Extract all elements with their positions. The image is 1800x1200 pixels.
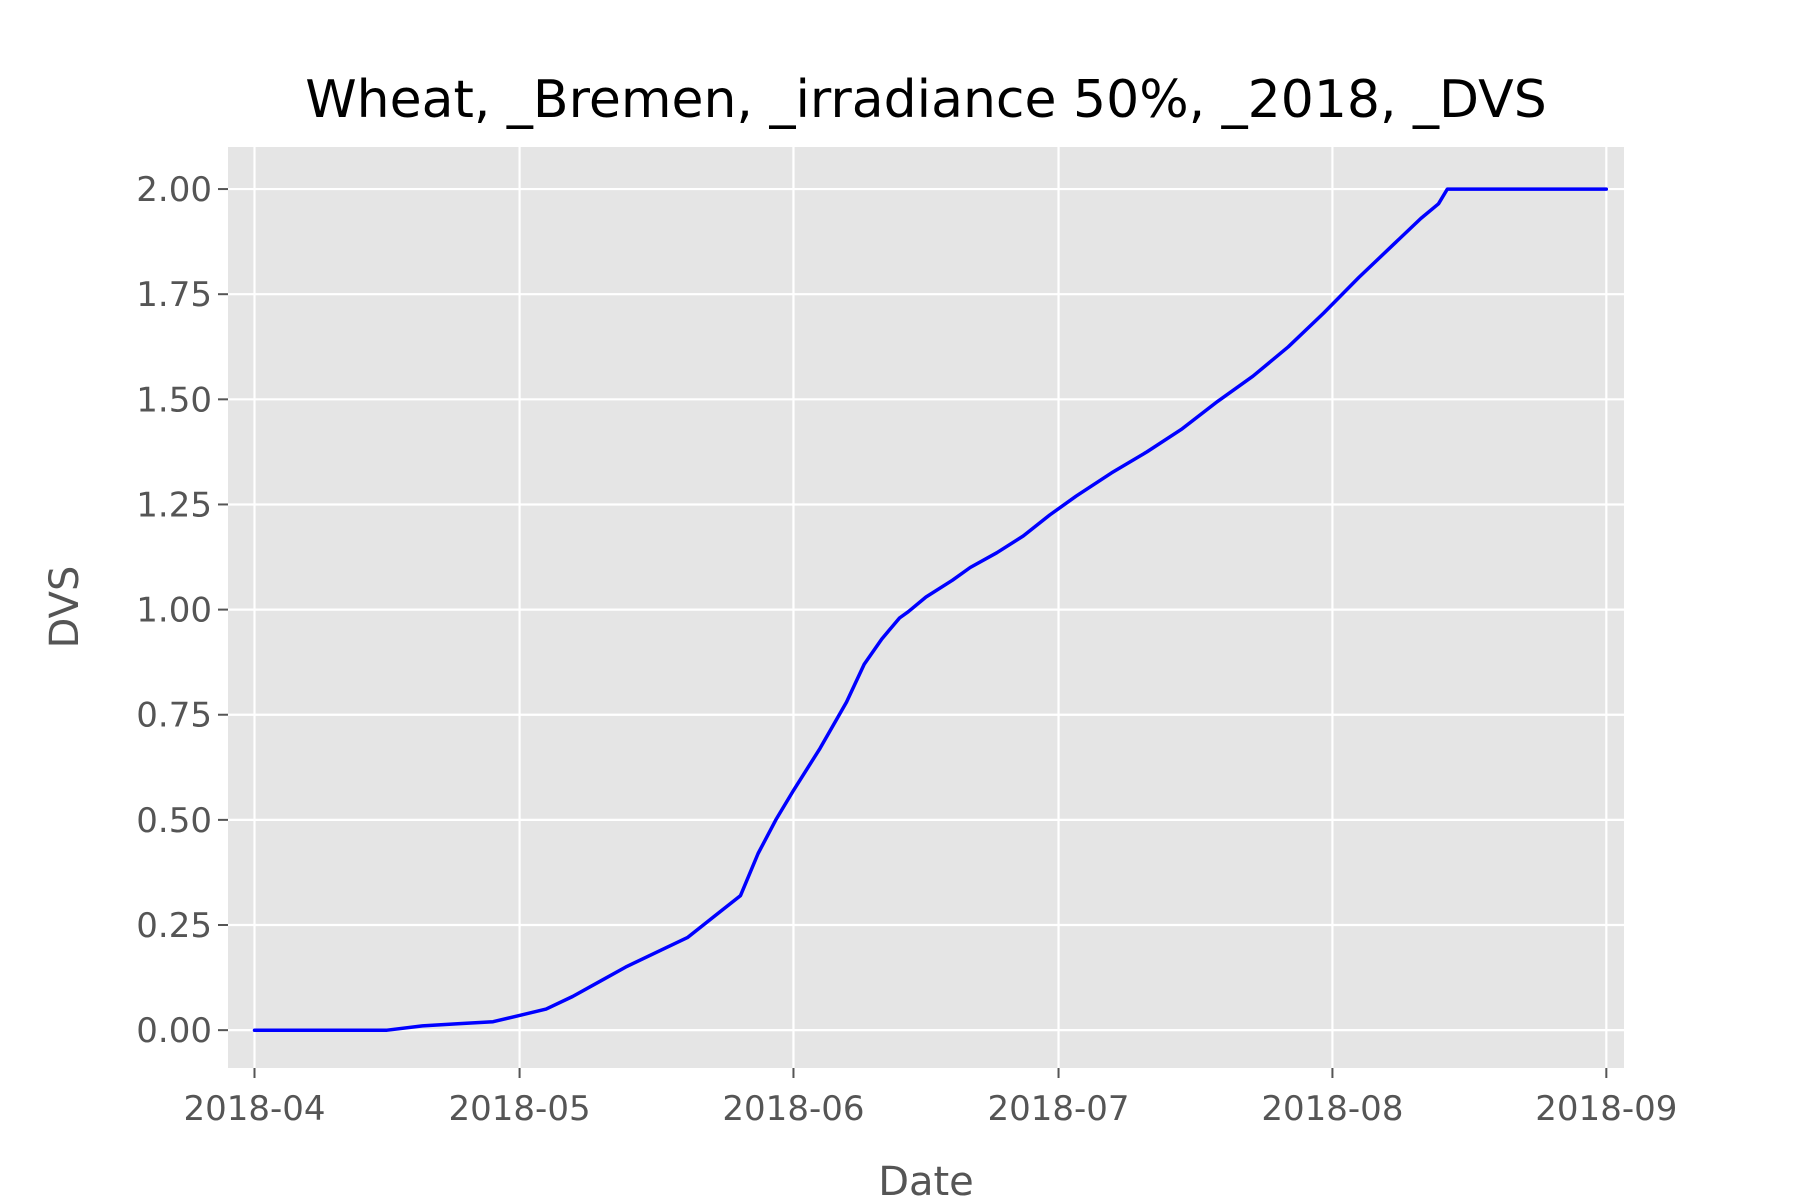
x-tick-label: 2018-04: [183, 1089, 325, 1129]
x-tick-label: 2018-08: [1261, 1089, 1403, 1129]
y-tick-label: 2.00: [136, 170, 212, 210]
y-axis-label: DVS: [42, 566, 88, 649]
plot-area: [228, 147, 1624, 1068]
x-axis-label: Date: [878, 1159, 974, 1200]
gridlines: [228, 147, 1624, 1068]
y-tick-label: 1.25: [136, 485, 212, 525]
y-tick-label: 0.25: [136, 906, 212, 946]
x-tick-label: 2018-05: [449, 1089, 591, 1129]
x-tick-label: 2018-07: [988, 1089, 1130, 1129]
axis-ticks: 2018-04 2018-05 2018-06 2018-07 2018-08 2018-…: [136, 170, 1677, 1129]
y-tick-label: 0.75: [136, 696, 212, 736]
y-tick-label: 0.50: [136, 801, 212, 841]
y-tick-label: 1.75: [136, 275, 212, 315]
chart-title: Wheat, _Bremen, _irradiance 50%, _2018, …: [305, 70, 1547, 130]
x-tick-label: 2018-06: [722, 1089, 864, 1129]
dvs-series-line: [252, 187, 1609, 1032]
y-tick-label: 1.50: [136, 380, 212, 420]
x-tick-label: 2018-09: [1535, 1089, 1677, 1129]
series-layer: [252, 187, 1609, 1032]
y-tick-label: 1.00: [136, 591, 212, 631]
y-tick-label: 0.00: [136, 1011, 212, 1051]
